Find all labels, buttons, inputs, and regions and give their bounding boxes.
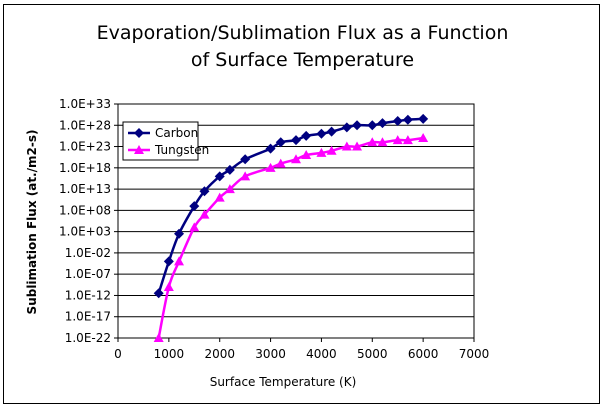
data-point: [275, 137, 286, 148]
y-tick-label: 1.0E-17: [65, 310, 111, 324]
chart-title-line-1: Evaporation/Sublimation Flux as a Functi…: [96, 22, 509, 44]
data-point: [377, 118, 388, 129]
y-tick-label: 1.0E+03: [59, 225, 111, 239]
data-point: [240, 154, 251, 165]
data-point: [224, 184, 235, 194]
data-point: [402, 135, 413, 145]
data-point: [316, 128, 327, 139]
data-point: [163, 256, 174, 267]
data-point: [265, 162, 276, 172]
data-point: [418, 133, 429, 143]
x-tick-label: 0: [114, 347, 122, 361]
data-point: [174, 228, 185, 239]
y-axis-label: Sublimation Flux (at./m2-s): [25, 130, 39, 315]
y-tick-label: 1.0E-22: [65, 331, 111, 345]
data-point: [326, 126, 337, 137]
data-point: [316, 147, 327, 157]
x-tick-label: 2000: [204, 347, 235, 361]
data-point: [301, 130, 312, 141]
x-axis-label: Surface Temperature (K): [210, 375, 357, 389]
x-axis-ticks: 0 1000 2000 3000 4000 5000 6000 7000: [114, 338, 489, 361]
y-tick-label: 1.0E+08: [59, 203, 111, 217]
y-tick-label: 1.0E+23: [59, 140, 111, 154]
data-point: [189, 201, 200, 212]
data-point: [174, 256, 185, 266]
data-point: [392, 116, 403, 127]
data-point: [265, 143, 276, 154]
chart-frame: [3, 4, 600, 404]
legend-label: Carbon: [155, 126, 198, 140]
data-point: [367, 137, 378, 147]
data-point: [367, 120, 378, 131]
x-tick-label: 3000: [255, 347, 286, 361]
y-tick-label: 1.0E+18: [59, 161, 111, 175]
x-tick-label: 7000: [459, 347, 490, 361]
data-point: [291, 135, 301, 146]
data-point: [392, 135, 403, 145]
data-point: [352, 141, 363, 151]
data-point: [291, 154, 301, 164]
data-point: [214, 171, 225, 182]
data-point: [199, 209, 210, 219]
series-carbon: [153, 113, 429, 299]
data-point: [418, 113, 429, 124]
data-point: [189, 222, 200, 232]
data-point: [301, 150, 312, 160]
data-point: [224, 164, 235, 175]
y-tick-label: 1.0E+33: [59, 97, 111, 111]
data-point: [214, 192, 225, 202]
series-layer: [153, 113, 429, 342]
y-tick-label: 1.0E+13: [59, 182, 111, 196]
data-point: [326, 145, 337, 155]
data-point: [377, 137, 388, 147]
data-point: [402, 114, 413, 125]
x-tick-label: 6000: [408, 347, 439, 361]
data-point: [134, 128, 144, 138]
data-point: [153, 288, 164, 299]
data-point: [134, 145, 144, 154]
y-tick-label: 1.0E-12: [65, 288, 111, 302]
plot-area: [117, 103, 475, 339]
legend: Carbon Tungsten: [122, 121, 209, 161]
data-point: [352, 120, 363, 131]
x-tick-label: 1000: [154, 347, 185, 361]
y-tick-label: 1.0E+28: [59, 118, 111, 132]
y-tick-label: 1.0E-07: [65, 267, 111, 281]
data-point: [341, 122, 352, 133]
legend-label: Tungsten: [154, 143, 209, 157]
y-axis-ticks: 1.0E+33 1.0E+28 1.0E+23 1.0E+18 1.0E+13 1.0E+…: [59, 97, 118, 345]
x-tick-label: 4000: [306, 347, 337, 361]
series-tungsten: [153, 133, 429, 342]
data-point: [199, 186, 210, 197]
data-point: [153, 333, 164, 342]
data-point: [341, 141, 352, 151]
data-point: [275, 158, 286, 168]
chart-title-line-2: of Surface Temperature: [190, 49, 415, 71]
data-point: [240, 171, 251, 181]
data-point: [163, 281, 174, 291]
y-tick-label: 1.0E-02: [65, 246, 111, 260]
x-tick-label: 5000: [357, 347, 388, 361]
